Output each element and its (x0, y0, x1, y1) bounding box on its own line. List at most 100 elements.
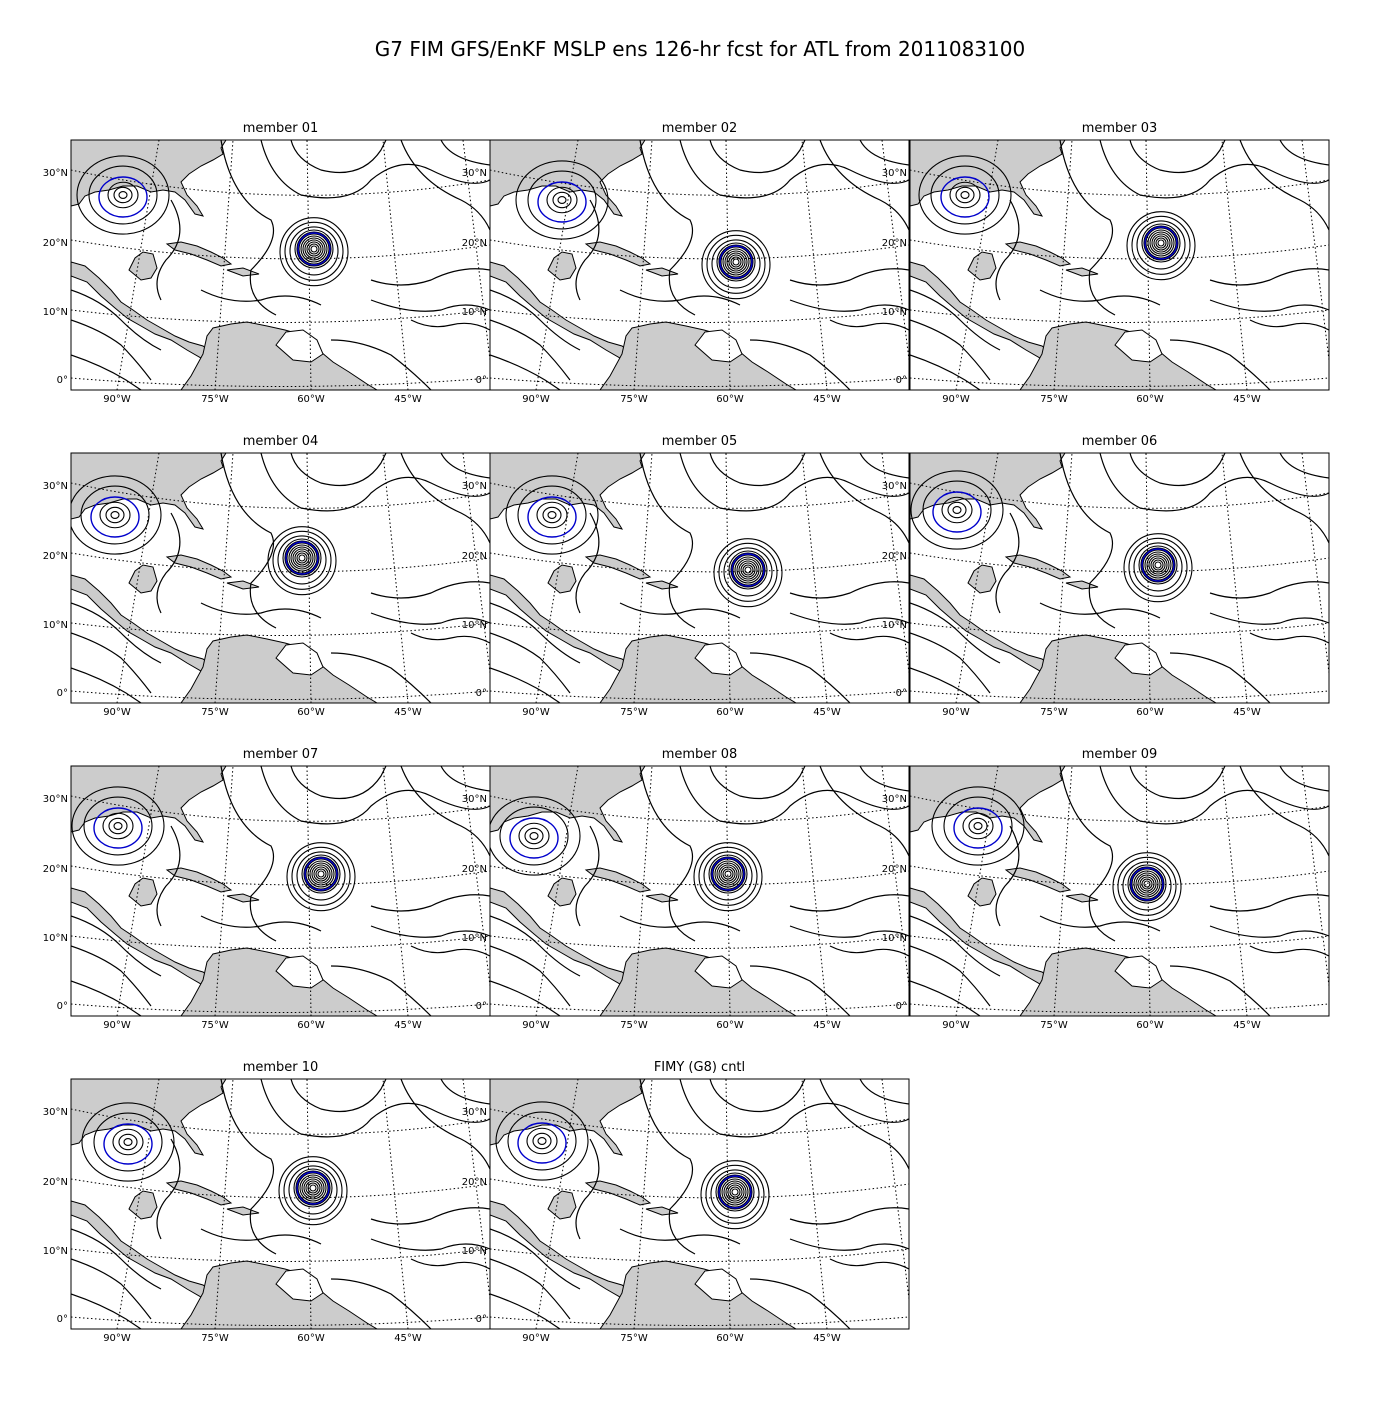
panel-title: member 06 (1082, 434, 1158, 449)
lat-label: 20°N (462, 864, 487, 875)
isobar (1122, 861, 1172, 911)
isobar (943, 796, 1013, 856)
isobar-1000 (509, 817, 559, 859)
lon-label: 45°W (813, 707, 841, 718)
isobar (1126, 211, 1196, 281)
isobar (524, 827, 544, 845)
isobar (732, 258, 740, 266)
isobar (505, 475, 599, 555)
lon-label: 90°W (522, 1333, 550, 1344)
map-panel (71, 766, 490, 1016)
isobar (286, 842, 356, 912)
isobar (910, 470, 1004, 550)
isobar (725, 1182, 745, 1202)
isobar (918, 155, 1012, 235)
lat-label: 20°N (462, 1177, 487, 1188)
map-panel (71, 140, 490, 390)
isobar (532, 1132, 552, 1150)
lat-label: 20°N (43, 864, 68, 875)
lon-label: 90°W (522, 707, 550, 718)
isobar-1000 (932, 491, 982, 533)
lat-label: 30°N (43, 168, 68, 179)
lon-label: 90°W (942, 394, 970, 405)
panel-title: member 03 (1082, 121, 1158, 136)
isobar (529, 832, 539, 840)
isobar (949, 181, 981, 209)
isobar (518, 822, 550, 850)
isobar (931, 786, 1025, 866)
isobar-1000 (953, 807, 1003, 849)
lat-label: 10°N (43, 1246, 68, 1257)
isobar (303, 1178, 323, 1198)
isobar (712, 858, 744, 890)
isobar (711, 239, 761, 289)
panel-title: member 09 (1082, 747, 1158, 762)
lon-label: 60°W (297, 707, 325, 718)
lat-label: 0° (57, 1001, 68, 1012)
isobar (1133, 542, 1183, 592)
isobar (1129, 866, 1165, 902)
isobar (267, 526, 337, 596)
isobar-1000 (304, 857, 338, 891)
isobar (526, 1127, 558, 1155)
isobar (730, 256, 742, 268)
lat-label: 0° (57, 1314, 68, 1325)
lon-label: 60°W (716, 1020, 744, 1031)
isobar (724, 250, 748, 274)
isobar (113, 186, 133, 204)
lon-label: 45°W (1233, 1020, 1261, 1031)
isobar (297, 1172, 329, 1204)
isobar (1155, 237, 1167, 249)
isobar (960, 191, 970, 199)
panel-title: member 07 (243, 747, 319, 762)
isobar (952, 506, 962, 514)
isobar (557, 196, 567, 204)
isobar (727, 1184, 743, 1200)
lon-label: 75°W (620, 1020, 648, 1031)
map-panel (910, 766, 1329, 1016)
isobar (718, 864, 738, 884)
isobar (718, 244, 754, 280)
lon-label: 75°W (1040, 394, 1068, 405)
lat-label: 10°N (43, 933, 68, 944)
lon-label: 45°W (394, 394, 422, 405)
lon-label: 45°W (1233, 394, 1261, 405)
isobar (1141, 223, 1181, 263)
lat-label: 10°N (882, 933, 907, 944)
isobar (286, 542, 318, 574)
isobar (721, 1178, 749, 1206)
map-panel (71, 1079, 490, 1329)
isobar (1152, 559, 1164, 571)
isobar (294, 229, 334, 269)
isobar (537, 1137, 547, 1145)
lon-label: 45°W (813, 1020, 841, 1031)
isobar (301, 854, 341, 894)
isobar (1136, 220, 1186, 270)
lat-label: 10°N (462, 933, 487, 944)
lon-label: 45°W (1233, 707, 1261, 718)
isobar (1143, 225, 1179, 261)
isobar (279, 217, 349, 287)
isobar-1000 (1144, 226, 1178, 260)
isobar (1153, 235, 1169, 251)
isobar (307, 1182, 319, 1194)
isobar (742, 564, 754, 576)
lon-label: 60°W (297, 1333, 325, 1344)
isobar-1000 (1130, 867, 1164, 901)
isobar (941, 496, 973, 524)
lon-label: 45°W (394, 707, 422, 718)
lat-label: 30°N (462, 794, 487, 805)
isobar (1145, 227, 1177, 259)
isobar (1112, 852, 1182, 922)
lon-label: 90°W (103, 1333, 131, 1344)
isobar (317, 870, 325, 878)
lat-label: 20°N (882, 864, 907, 875)
lon-label: 75°W (1040, 707, 1068, 718)
isobar (708, 854, 748, 894)
lat-label: 30°N (462, 481, 487, 492)
isobar (295, 1170, 331, 1206)
isobar (289, 226, 339, 276)
isobar (309, 1184, 317, 1192)
isobar (495, 1101, 589, 1181)
